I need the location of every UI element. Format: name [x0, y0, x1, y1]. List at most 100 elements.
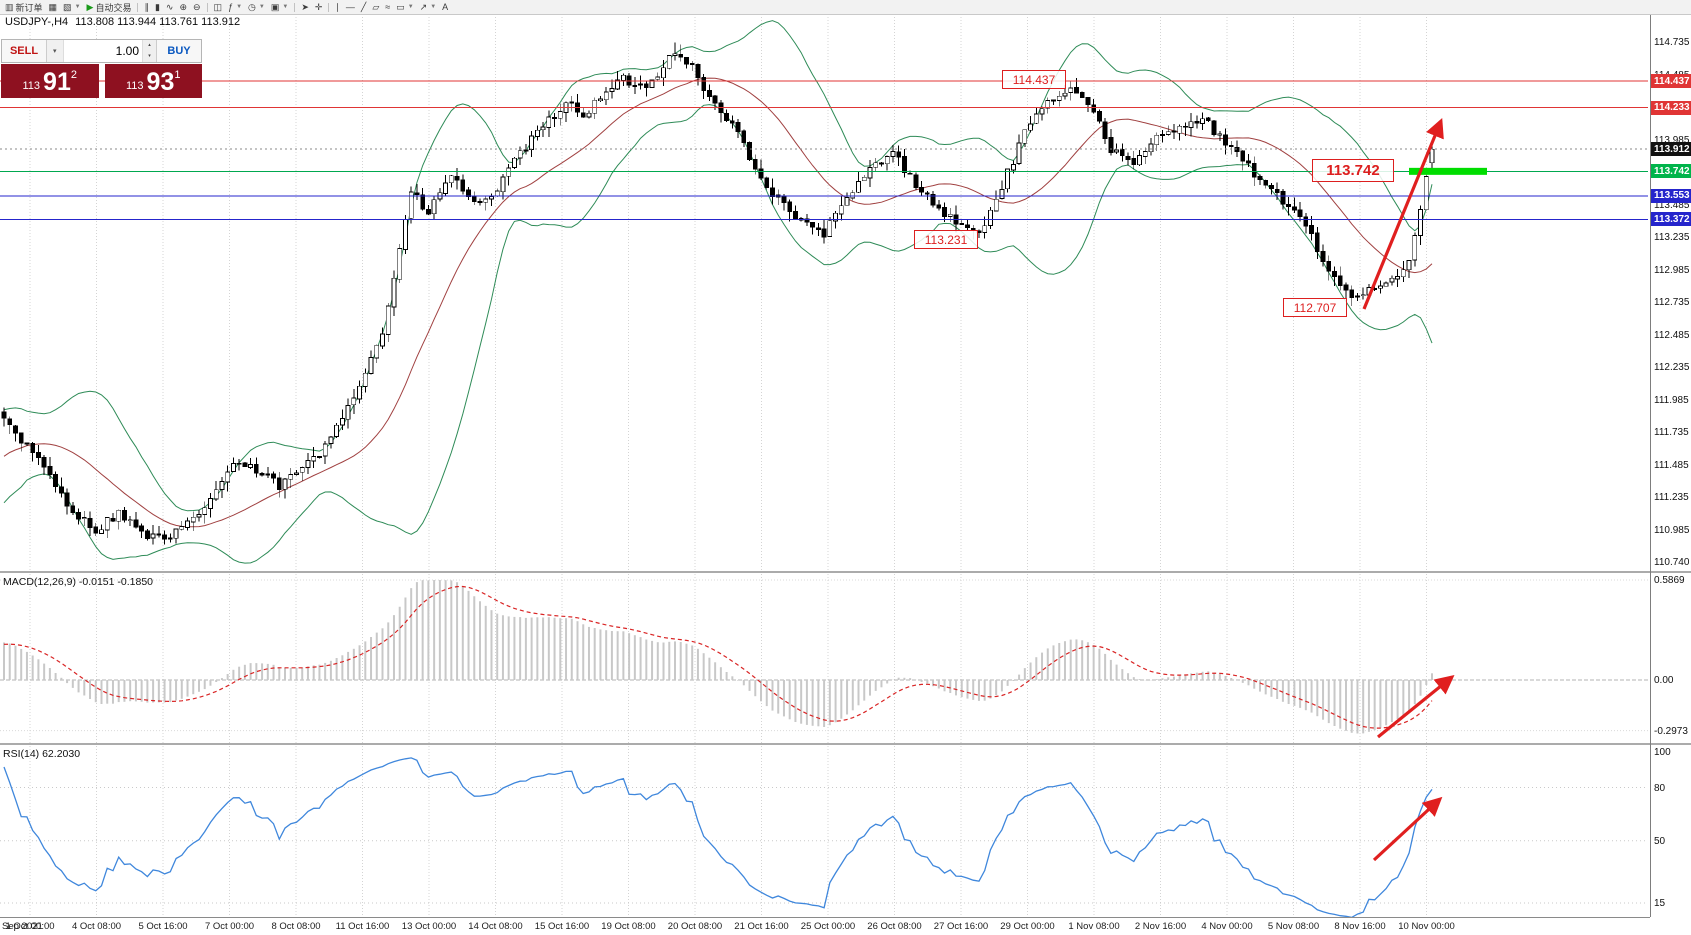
trend-arrow-macd[interactable] — [1376, 674, 1455, 739]
bar-chart-button[interactable]: ∥ — [141, 1, 152, 14]
price-tick-label: 112.985 — [1654, 264, 1690, 276]
fibonacci-button[interactable]: ≈ — [382, 1, 393, 14]
main-price-panel[interactable] — [0, 14, 1648, 571]
trend-arrow-rsi[interactable] — [1372, 796, 1443, 862]
price-axis-border — [1650, 14, 1651, 917]
channel-button[interactable]: ▱ — [369, 1, 382, 14]
time-tick-label: 4 Nov 00:00 — [1201, 921, 1253, 932]
time-tick-label: 11 Oct 16:00 — [335, 921, 390, 932]
toolbar: ▥ 新订单 ▦ ▧ ▼ ▶ 自动交易 ∥ ▮ ∿ ⊕ ⊖ ◫ ƒ ▼ ◷ ▼ ▣ ▼ ➤ ✛ ∣ — ╱ ▱ ≈ ▭ ▼ ↗ ▼ A — [0, 0, 1691, 15]
price-highlight-label-support-upper: 113.553 — [1651, 188, 1691, 203]
time-tick-label: 1 Oct 00:00 — [5, 921, 55, 932]
new-order-label: 新订单 — [15, 2, 43, 13]
volume-dropdown[interactable]: ▾ — [47, 40, 64, 62]
autotrading-button[interactable]: ▶ 自动交易 — [84, 1, 135, 14]
sell-button[interactable]: SELL — [2, 40, 47, 62]
horizontal-line-button[interactable]: — — [343, 1, 358, 14]
chart-window-button[interactable]: ▦ — [46, 1, 61, 14]
price-callout-113231[interactable]: 113.231 — [914, 230, 978, 249]
rsi-panel[interactable] — [0, 746, 1648, 917]
highlight-segment[interactable] — [1409, 167, 1487, 175]
one-click-trading-panel: SELL ▾ ▴ ▾ BUY 113 91 2 113 93 1 — [1, 39, 202, 98]
zoom-in-icon: ⊕ — [179, 1, 187, 12]
buy-button[interactable]: BUY — [156, 40, 201, 62]
ask-prefix: 113 — [126, 80, 144, 92]
time-tick-label: 1 Nov 08:00 — [1068, 921, 1120, 932]
templates-icon: ▣ — [270, 1, 280, 12]
time-tick-label: 29 Oct 00:00 — [1000, 921, 1055, 932]
volume-down-button[interactable]: ▾ — [143, 51, 156, 62]
zoom-out-icon: ⊖ — [193, 1, 201, 12]
vertical-line-icon: ∣ — [335, 1, 340, 12]
candles-group — [1, 42, 1435, 545]
horizontal-line-icon: — — [345, 1, 355, 12]
bid-pip-digit: 2 — [70, 69, 77, 81]
price-callout-112707[interactable]: 112.707 — [1283, 298, 1347, 317]
arrows-button[interactable]: ↗ ▼ — [417, 1, 440, 14]
macd-panel[interactable] — [0, 574, 1648, 743]
shapes-icon: ▭ — [396, 1, 405, 12]
time-tick-label: 8 Oct 08:00 — [271, 921, 321, 932]
bid-prefix: 113 — [22, 80, 41, 92]
chart-window-icon: ▦ — [48, 1, 58, 12]
cursor-button[interactable]: ➤ — [298, 1, 312, 14]
time-tick-label: 13 Oct 00:00 — [401, 921, 457, 932]
bid-price-box[interactable]: 113 91 2 — [1, 64, 99, 98]
line-chart-icon: ∿ — [165, 1, 174, 12]
trade-panel-controls: SELL ▾ ▴ ▾ BUY — [1, 39, 202, 63]
toolbar-separator — [137, 2, 139, 12]
time-tick-label: 26 Oct 08:00 — [867, 921, 922, 932]
macd-indicator-label: MACD(12,26,9) -0.0151 -0.1850 — [3, 576, 153, 588]
price-tick-label: 110.740 — [1654, 556, 1690, 568]
macd-axis-label: -0.2973 — [1654, 725, 1688, 737]
trendline-button[interactable]: ╱ — [358, 1, 369, 14]
ohlc-values: 113.808 113.944 113.761 113.912 — [75, 16, 241, 28]
new-order-button[interactable]: ▥ 新订单 — [2, 1, 46, 14]
time-tick-label: 27 Oct 16:00 — [933, 921, 989, 932]
time-axis[interactable]: Sep 2021 1 Oct 00:00 4 Oct 08:00 5 Oct 16:0… — [0, 917, 1650, 935]
time-tick-label: 14 Oct 08:00 — [468, 921, 523, 932]
price-highlight-label-pivot-green: 113.742 — [1651, 164, 1691, 179]
panel-separator-macd[interactable] — [0, 571, 1691, 573]
chevron-down-icon: ▼ — [407, 4, 414, 10]
periods-button[interactable]: ◷ ▼ — [245, 1, 268, 14]
price-callout-113742[interactable]: 113.742 — [1312, 159, 1394, 182]
panel-separator-rsi[interactable] — [0, 743, 1691, 745]
chevron-down-icon: ▼ — [430, 4, 437, 10]
time-tick-label: 15 Oct 16:00 — [534, 921, 590, 932]
vertical-line-button[interactable]: ∣ — [332, 1, 343, 14]
zoom-in-button[interactable]: ⊕ — [176, 1, 190, 14]
shapes-button[interactable]: ▭ ▼ — [393, 1, 416, 14]
price-highlight-label-current-bid: 113.912 — [1651, 142, 1691, 157]
chevron-down-icon: ▼ — [258, 4, 265, 10]
cursor-icon: ➤ — [301, 1, 309, 12]
macd-axis-label: 0.5869 — [1654, 574, 1685, 586]
macd-signal-line — [3, 585, 1433, 729]
price-tick-label: 113.985 — [1654, 134, 1690, 146]
profiles-button[interactable]: ▧ ▼ — [60, 1, 83, 14]
tile-windows-button[interactable]: ◫ — [211, 1, 226, 14]
time-tick-label: 10 Nov 00:00 — [1398, 921, 1455, 932]
candle-chart-button[interactable]: ▮ — [152, 1, 163, 14]
volume-up-button[interactable]: ▴ — [143, 40, 156, 51]
trend-arrow-main[interactable] — [1362, 118, 1444, 310]
autotrading-icon: ▶ — [86, 1, 94, 12]
price-callout-114437[interactable]: 114.437 — [1002, 70, 1066, 89]
macd-axis-label: 0.00 — [1654, 675, 1674, 686]
price-highlight-label-resistance-upper: 114.437 — [1651, 74, 1691, 88]
volume-input[interactable] — [63, 40, 142, 62]
tile-windows-icon: ◫ — [213, 1, 223, 12]
line-chart-button[interactable]: ∿ — [163, 1, 177, 14]
crosshair-button[interactable]: ✛ — [312, 1, 326, 14]
ask-price-box[interactable]: 113 93 1 — [104, 64, 202, 98]
zoom-out-button[interactable]: ⊖ — [190, 1, 204, 14]
indicators-button[interactable]: ƒ ▼ — [225, 1, 245, 14]
ask-pip-digit: 1 — [174, 69, 181, 81]
toolbar-separator — [294, 2, 296, 12]
templates-button[interactable]: ▣ ▼ — [268, 1, 291, 14]
bollinger-middle-band — [3, 77, 1433, 528]
channel-icon: ▱ — [372, 1, 380, 12]
time-tick-label: 4 Oct 08:00 — [71, 921, 122, 932]
text-button[interactable]: A — [439, 1, 451, 14]
